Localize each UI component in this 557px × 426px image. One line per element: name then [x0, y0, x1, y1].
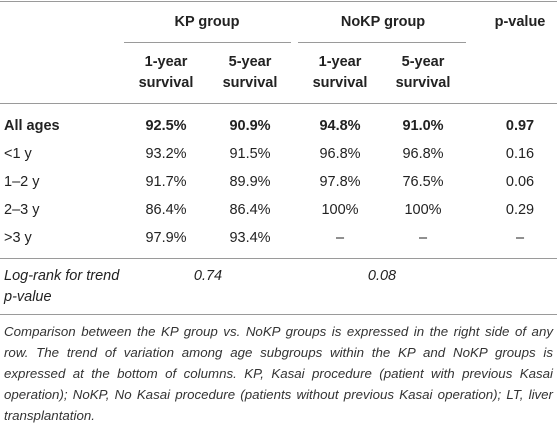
cell: 90.9% [229, 118, 271, 134]
rule [0, 258, 557, 259]
footnote: Comparison between the KP group vs. NoKP… [4, 324, 553, 423]
cell: 91.7% [145, 174, 187, 190]
cell: 92.5% [145, 118, 187, 134]
cell: 100% [404, 202, 442, 218]
cell: 94.8% [319, 118, 361, 134]
cell: 0.29 [505, 202, 535, 218]
cell: 97.8% [319, 174, 361, 190]
cell: – [515, 230, 525, 246]
group-header: NoKP group [340, 14, 426, 30]
cell: 100% [321, 202, 359, 218]
cell: – [335, 230, 345, 246]
trend-value: 0.74 [193, 268, 223, 284]
column-header: 5-year survival [395, 54, 451, 91]
rule [124, 42, 291, 43]
row-label: All ages [4, 118, 60, 134]
cell: 96.8% [402, 146, 444, 162]
cell: 76.5% [402, 174, 444, 190]
cell: 91.5% [229, 146, 271, 162]
rule [0, 103, 557, 104]
row-label: <1 y [4, 146, 32, 162]
group-header: KP group [174, 14, 240, 30]
row-label: >3 y [4, 230, 32, 246]
cell: 0.97 [505, 118, 535, 134]
rule [298, 42, 466, 43]
cell: 0.06 [505, 174, 535, 190]
cell: 0.16 [505, 146, 535, 162]
cell: 86.4% [229, 202, 271, 218]
rule [0, 1, 557, 2]
cell: 96.8% [319, 146, 361, 162]
cell: – [418, 230, 428, 246]
cell: 89.9% [229, 174, 271, 190]
column-header: 1-year survival [138, 54, 194, 91]
column-header: 5-year survival [222, 54, 278, 91]
rule [0, 314, 557, 315]
row-label: 2–3 y [4, 202, 40, 218]
trend-label: Log-rank for trend p-value [4, 268, 120, 305]
cell: 86.4% [145, 202, 187, 218]
trend-value: 0.08 [367, 268, 397, 284]
row-label: 1–2 y [4, 174, 40, 190]
cell: 97.9% [145, 230, 187, 246]
cell: 93.2% [145, 146, 187, 162]
column-header: 1-year survival [312, 54, 368, 91]
group-header: p-value [494, 14, 546, 30]
cell: 93.4% [229, 230, 271, 246]
cell: 91.0% [402, 118, 444, 134]
